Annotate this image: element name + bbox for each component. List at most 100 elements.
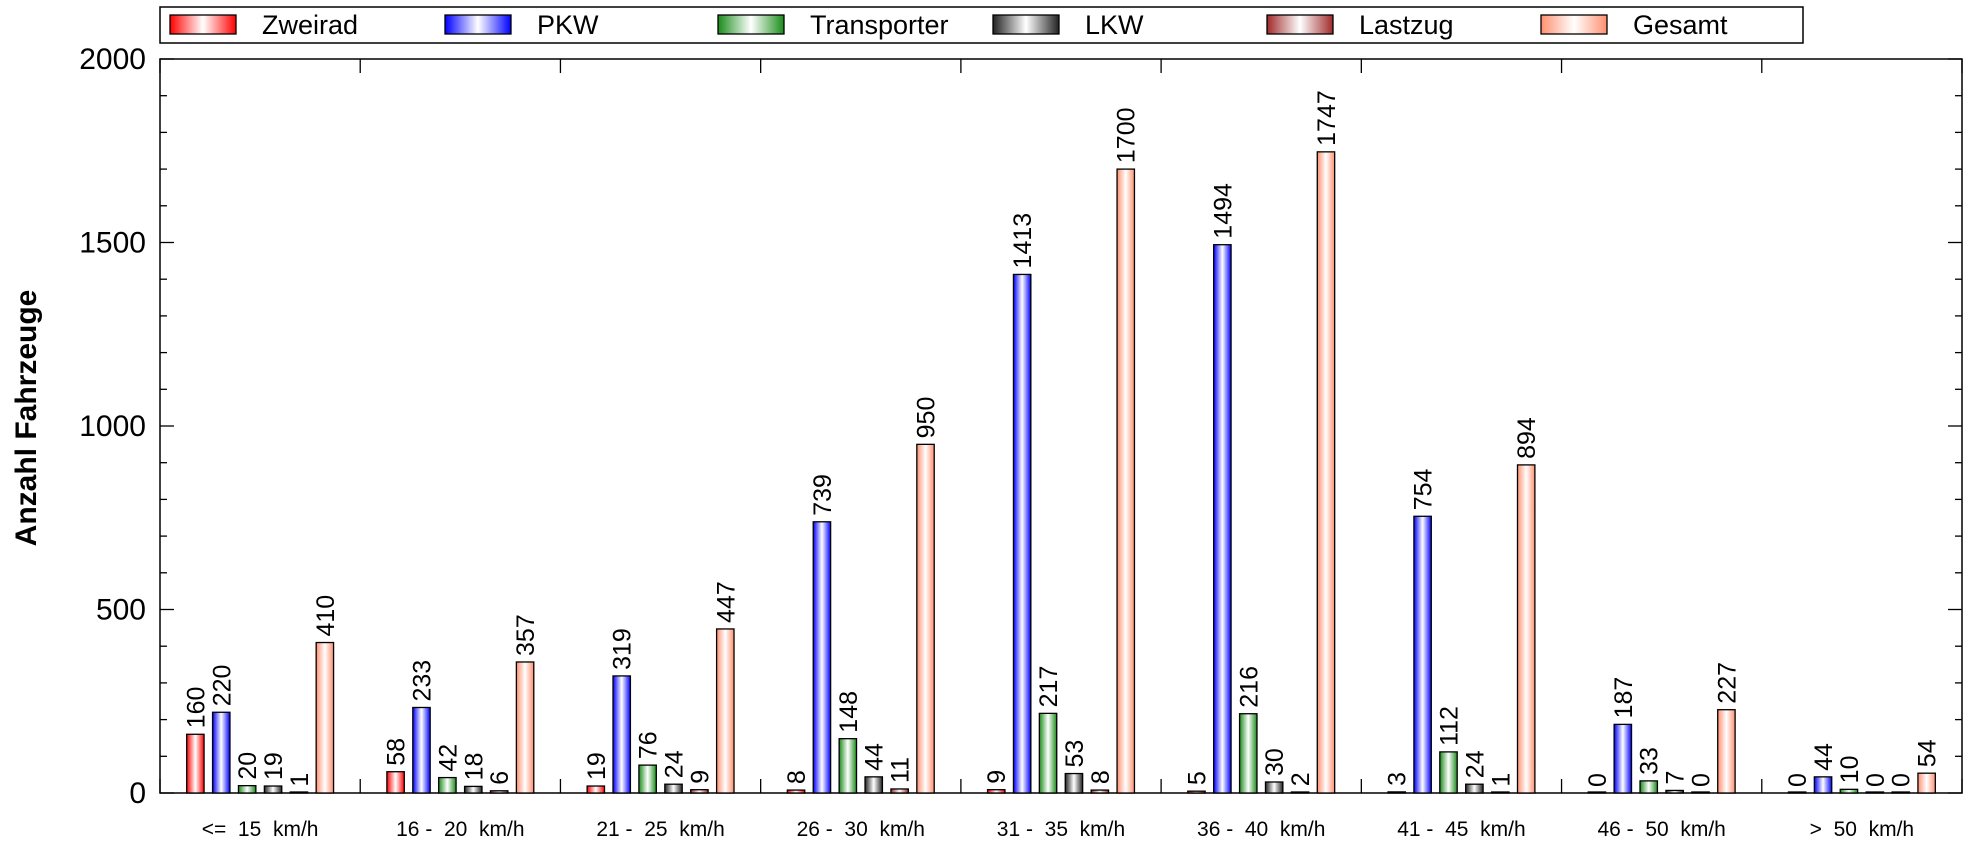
data-label: 0 — [1688, 773, 1716, 787]
x-category-label: 16 - 20 km/h — [396, 818, 524, 841]
legend-label-gesamt: Gesamt — [1633, 10, 1728, 40]
data-label: 950 — [913, 397, 941, 439]
bar-lastzug — [1090, 789, 1110, 794]
data-label: 220 — [208, 665, 236, 707]
data-label: 33 — [1636, 747, 1664, 775]
y-tick-label: 2000 — [79, 43, 146, 76]
bar-lastzug — [1490, 791, 1510, 794]
bar-lastzug — [1691, 791, 1710, 794]
bar-zweirad — [1387, 791, 1407, 794]
x-category-label: <= 15 km/h — [202, 818, 319, 841]
data-label: 44 — [1810, 743, 1838, 771]
y-tick-label: 0 — [129, 777, 146, 810]
data-label: 187 — [1610, 677, 1638, 719]
data-label: 8 — [1087, 770, 1115, 784]
bar-zweirad — [586, 785, 606, 794]
data-label: 0 — [1584, 773, 1612, 787]
data-label: 10 — [1836, 756, 1864, 784]
bar-pkw — [1813, 776, 1833, 794]
data-label: 447 — [712, 581, 740, 623]
data-labels: 1602202019141058233421863571931976249447… — [182, 90, 1941, 787]
bar-transporter — [838, 738, 858, 794]
bar-pkw — [1413, 515, 1432, 794]
bar-transporter — [1238, 713, 1258, 794]
x-category-label: 26 - 30 km/h — [797, 818, 925, 841]
legend-label-lastzug: Lastzug — [1359, 10, 1454, 40]
data-label: 410 — [312, 595, 340, 637]
legend: Zweirad PKW Transporter LKW Lastzug Gesamt — [159, 6, 1804, 44]
data-label: 233 — [408, 660, 436, 702]
data-label: 754 — [1410, 468, 1438, 510]
bar-lkw — [1064, 772, 1084, 794]
bar-lkw — [1465, 783, 1484, 794]
legend-label-pkw: PKW — [537, 10, 599, 40]
bar-lastzug — [489, 790, 509, 794]
bar-lkw — [463, 785, 483, 794]
x-category-label: > 50 km/h — [1810, 818, 1914, 841]
bar-transporter — [1839, 788, 1859, 794]
data-label: 8 — [783, 770, 811, 784]
data-label: 112 — [1435, 706, 1463, 746]
bar-gesamt — [715, 628, 735, 794]
data-label: 76 — [635, 731, 663, 759]
bar-zweirad — [1587, 791, 1607, 794]
data-label: 1700 — [1113, 107, 1141, 163]
x-category-label: 41 - 45 km/h — [1397, 818, 1525, 841]
bar-gesamt — [1717, 709, 1736, 794]
bar-transporter — [237, 785, 257, 794]
x-category-label: 46 - 50 km/h — [1597, 818, 1725, 841]
bar-gesamt — [315, 641, 335, 794]
legend-swatch-lkw — [992, 14, 1060, 35]
bar-lastzug — [1290, 791, 1310, 794]
data-label: 30 — [1261, 748, 1289, 776]
data-label: 1747 — [1313, 90, 1341, 146]
data-label: 0 — [1862, 773, 1890, 787]
data-label: 5 — [1183, 771, 1211, 785]
data-label: 0 — [1888, 773, 1916, 787]
data-label: 42 — [434, 744, 462, 772]
y-tick-label: 1500 — [79, 227, 146, 260]
bar-zweirad — [186, 733, 205, 794]
data-label: 7 — [1662, 771, 1690, 785]
bar-transporter — [1038, 712, 1058, 794]
data-label: 227 — [1713, 662, 1741, 704]
bar-zweirad — [1187, 790, 1206, 794]
data-label: 1494 — [1209, 183, 1237, 239]
x-category-label: 36 - 40 km/h — [1197, 818, 1325, 841]
bar-pkw — [1012, 273, 1032, 794]
bar-lkw — [263, 785, 283, 794]
data-label: 0 — [1784, 773, 1812, 787]
data-label: 11 — [887, 757, 915, 783]
data-label: 6 — [486, 771, 514, 785]
legend-label-lkw: LKW — [1085, 10, 1144, 40]
bar-lastzug — [690, 789, 709, 794]
legend-swatch-gesamt — [1540, 14, 1608, 35]
legend-box — [159, 6, 1804, 44]
data-label: 148 — [835, 691, 863, 733]
data-label: 3 — [1384, 772, 1412, 786]
data-label: 894 — [1513, 417, 1541, 459]
bar-gesamt — [1917, 772, 1936, 794]
bar-pkw — [412, 706, 431, 794]
bar-lkw — [1865, 791, 1885, 794]
bar-transporter — [1439, 751, 1458, 794]
data-label: 357 — [512, 614, 540, 656]
data-label: 2 — [1287, 772, 1315, 786]
data-label: 216 — [1235, 666, 1263, 708]
data-label: 160 — [182, 687, 210, 729]
bar-gesamt — [1316, 151, 1336, 794]
data-label: 24 — [661, 750, 689, 778]
data-label: 54 — [1914, 739, 1942, 767]
data-label: 19 — [260, 752, 288, 780]
bar-zweirad — [386, 771, 405, 794]
data-label: 18 — [460, 753, 488, 781]
y-tick-label: 1000 — [79, 410, 146, 443]
bars — [186, 151, 1936, 794]
bar-gesamt — [1516, 464, 1536, 794]
data-label: 1413 — [1009, 213, 1037, 269]
bar-zweirad — [786, 789, 806, 794]
bar-pkw — [612, 675, 632, 794]
bar-zweirad — [986, 789, 1006, 794]
legend-swatch-transporter — [717, 14, 785, 35]
